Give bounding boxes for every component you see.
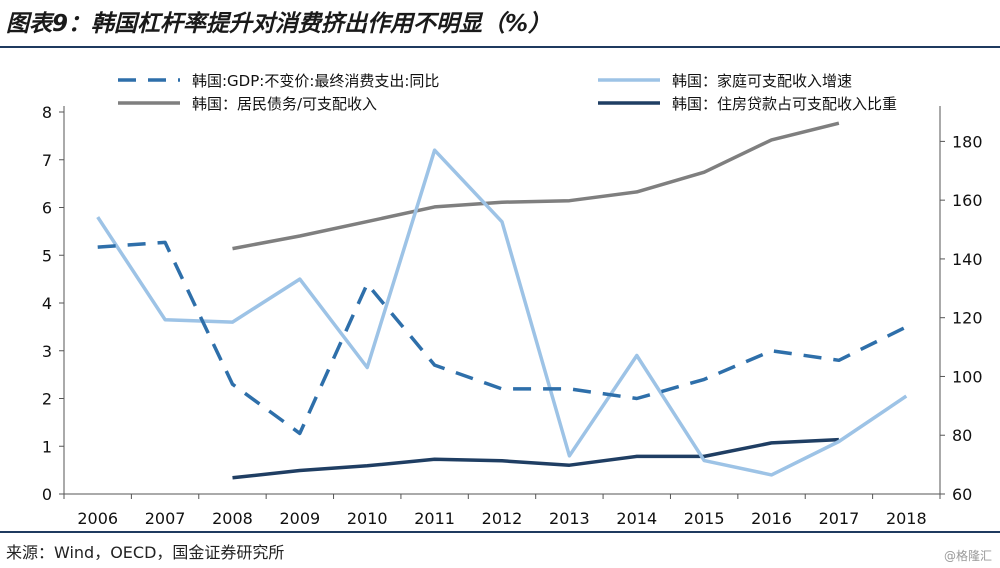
x-axis-tick-label: 2006	[77, 509, 118, 528]
chart-series-lines	[96, 121, 908, 480]
x-axis-tick-label: 2014	[616, 509, 657, 528]
x-axis-tick-label: 2013	[549, 509, 590, 528]
x-axis-tick-label: 2009	[279, 509, 320, 528]
x-axis-tick-label: 2017	[819, 509, 860, 528]
left-axis-tick-label: 0	[42, 485, 52, 504]
x-axis-tick-label: 2016	[751, 509, 792, 528]
watermark: @格隆汇	[943, 549, 992, 563]
left-axis-tick-label: 7	[42, 151, 52, 170]
left-axis-tick-label: 3	[42, 342, 52, 361]
right-axis-tick-label: 120	[952, 309, 983, 328]
right-axis-tick-label: 140	[952, 250, 983, 269]
footer-divider	[0, 531, 1000, 533]
x-axis-tick-label: 2008	[212, 509, 253, 528]
x-axis-tick-label: 2012	[482, 509, 523, 528]
right-axis-tick-label: 160	[952, 191, 983, 210]
left-axis-tick-label: 8	[42, 103, 52, 122]
left-axis-tick-label: 6	[42, 199, 52, 218]
legend-label-3: 韩国：居民债务/可支配收入	[192, 95, 377, 113]
x-axis-tick-label: 2007	[145, 509, 186, 528]
title-divider	[0, 46, 1000, 48]
left-axis-tick-label: 2	[42, 390, 52, 409]
page-title: 图表9：韩国杠杆率提升对消费挤出作用不明显（%）	[6, 11, 552, 37]
legend-label-4: 韩国：住房贷款占可支配收入比重	[672, 95, 897, 113]
right-axis-tick-label: 100	[952, 367, 983, 386]
right-axis-tick-label: 60	[952, 485, 972, 504]
source-note: 来源：Wind，OECD，国金证券研究所	[6, 543, 285, 562]
left-axis-tick-label: 5	[42, 246, 52, 265]
series-line-4	[232, 437, 839, 480]
chart-axes: 0 1 2 3 4 5 6 7 8 60 80 100 120 140 160 180 2006 2007 2008…	[42, 103, 983, 528]
left-axis-tick-label: 4	[42, 294, 52, 313]
x-axis-tick-label: 2011	[414, 509, 455, 528]
left-axis-tick-label: 1	[42, 437, 52, 456]
legend-label-1: 韩国:GDP:不变价:最终消费支出:同比	[192, 72, 439, 90]
legend-label-2: 韩国：家庭可支配收入增速	[672, 72, 852, 90]
x-axis-tick-label: 2010	[347, 509, 388, 528]
x-axis-tick-label: 2018	[886, 509, 927, 528]
series-line-3	[232, 121, 840, 251]
chart-legend: 韩国:GDP:不变价:最终消费支出:同比 韩国：家庭可支配收入增速韩国：居民债务/…	[118, 72, 897, 113]
x-axis-tick-label: 2015	[684, 509, 725, 528]
series-line-1	[97, 240, 908, 436]
right-axis-tick-label: 80	[952, 426, 972, 445]
right-axis-tick-label: 180	[952, 132, 983, 151]
series-line-2	[96, 148, 908, 477]
